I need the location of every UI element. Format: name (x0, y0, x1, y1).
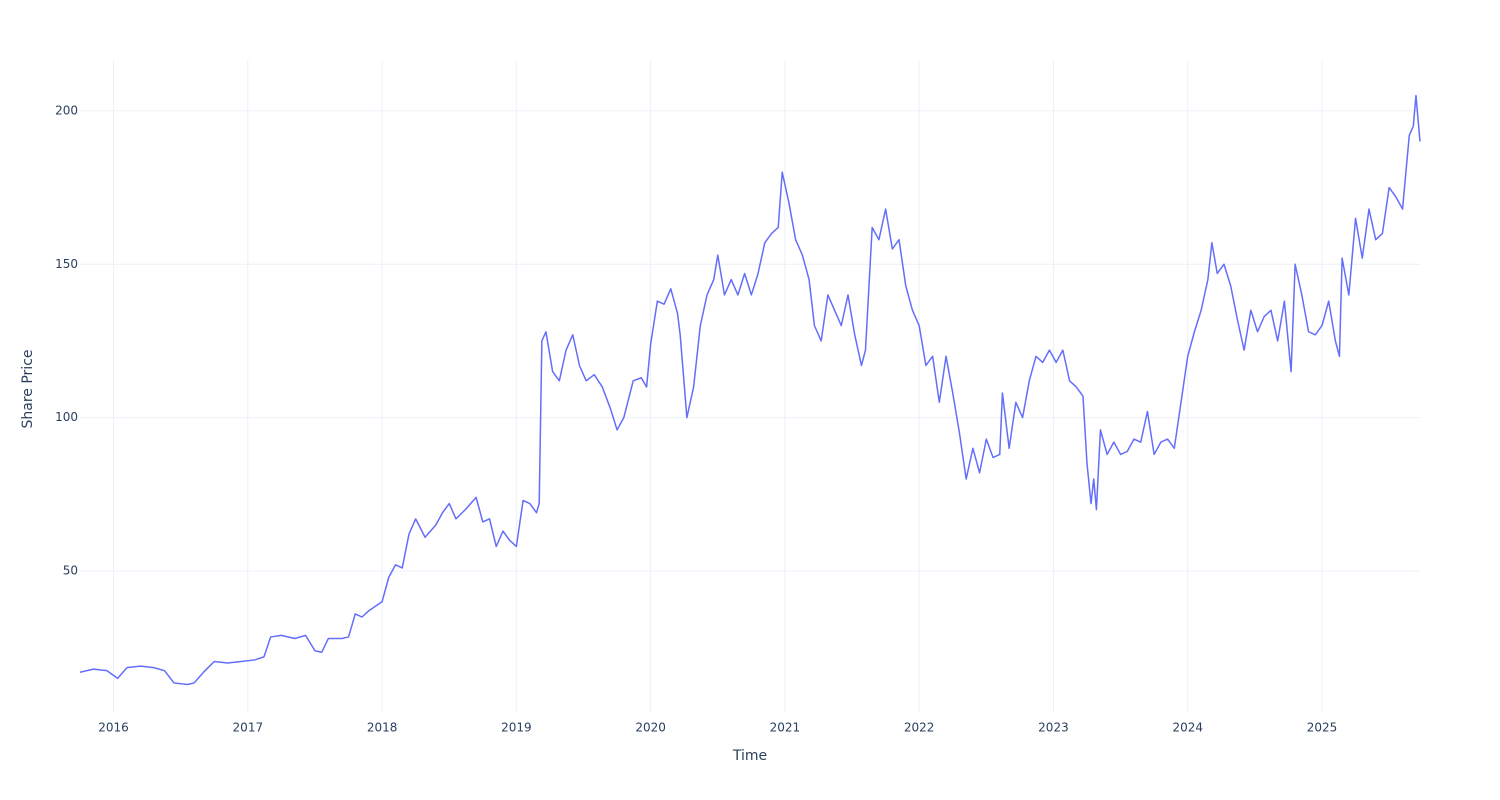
y-tick-label: 150 (55, 257, 78, 271)
price-line (79, 94, 1421, 686)
x-tick-label: 2019 (501, 721, 532, 735)
x-tick-label: 2022 (904, 721, 935, 735)
x-tick-label: 2023 (1038, 721, 1069, 735)
y-tick-label: 200 (55, 103, 78, 117)
x-tick-label: 2018 (367, 721, 398, 735)
y-tick-label: 50 (63, 563, 78, 577)
x-tick-label: 2017 (233, 721, 264, 735)
y-tick-label: 100 (55, 410, 78, 424)
y-axis-title: Share Price (20, 349, 36, 428)
x-tick-label: 2016 (98, 721, 129, 735)
x-tick-label: 2025 (1307, 721, 1338, 735)
x-tick-label: 2024 (1172, 721, 1203, 735)
x-tick-label: 2021 (770, 721, 801, 735)
x-axis-title: Time (732, 748, 767, 764)
x-tick-label: 2020 (635, 721, 666, 735)
